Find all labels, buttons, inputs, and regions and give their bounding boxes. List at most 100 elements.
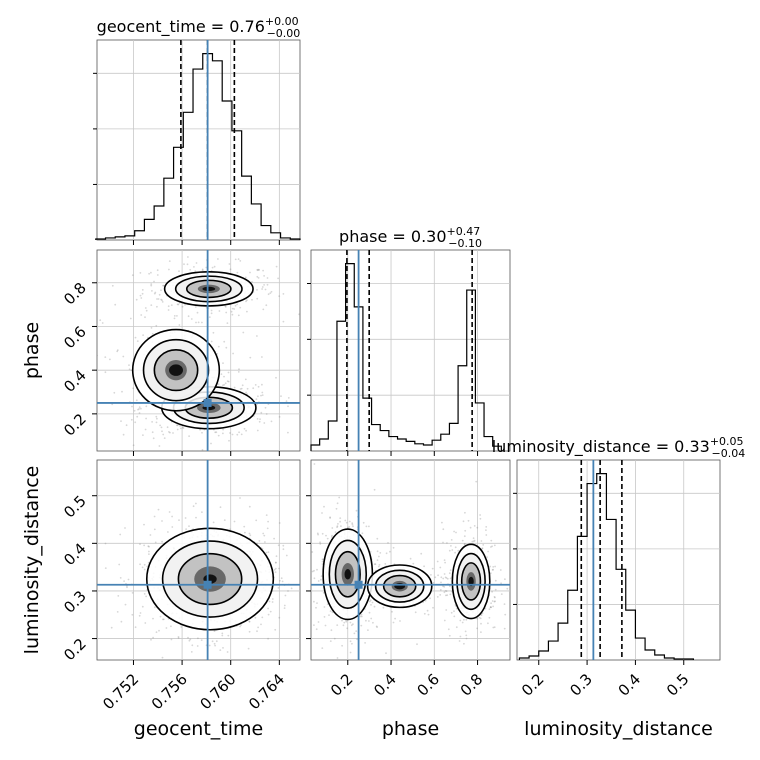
yaxis-label-phase: phase [21, 322, 43, 379]
sample-point [471, 540, 474, 543]
sample-point [321, 647, 324, 649]
sample-point [161, 430, 163, 433]
sample-point [134, 336, 137, 339]
sample-point [442, 577, 445, 580]
sample-point [494, 600, 496, 603]
sample-point [473, 525, 476, 527]
sample-point [488, 608, 491, 611]
sample-point [155, 631, 158, 634]
sample-point [493, 626, 496, 629]
sample-point [201, 268, 204, 271]
sample-point [445, 609, 448, 611]
sample-point [137, 408, 139, 411]
sample-point [500, 593, 503, 595]
sample-point [144, 307, 147, 309]
sample-point [201, 511, 203, 513]
sample-point [274, 628, 277, 631]
sample-point [463, 543, 466, 546]
sample-point [334, 531, 337, 533]
sample-point [439, 566, 442, 569]
sample-point [368, 620, 370, 622]
sample-point [194, 270, 197, 272]
sample-point [259, 418, 261, 421]
sample-point [491, 600, 494, 602]
xtick-label-luminosity_distance-0: 0.2 [518, 670, 548, 700]
sample-point [263, 284, 265, 286]
sample-point [285, 400, 288, 402]
sample-point [186, 263, 189, 266]
contour-peak-0 [202, 286, 216, 292]
sample-point [283, 607, 286, 609]
sample-point [426, 609, 429, 612]
sample-point [443, 591, 446, 594]
sample-point [392, 546, 395, 549]
sample-point [373, 605, 376, 608]
sample-point [315, 628, 318, 631]
sample-point [316, 602, 318, 604]
sample-point [153, 606, 156, 609]
sample-point [479, 517, 482, 520]
sample-point [275, 376, 277, 379]
sample-point [463, 535, 466, 538]
sample-point [239, 497, 241, 499]
sample-point [171, 515, 174, 518]
sample-point [139, 612, 142, 614]
sample-point [313, 463, 316, 465]
sample-point [196, 311, 199, 314]
sample-point [244, 531, 246, 534]
sample-point [265, 304, 268, 307]
sample-point [319, 541, 321, 544]
sample-point [188, 639, 191, 642]
sample-point [317, 580, 320, 582]
sample-point [161, 520, 163, 522]
title-minus-error: −0.10 [448, 237, 482, 250]
sample-point [227, 380, 230, 383]
sample-point [472, 540, 475, 543]
title-plus-error: +0.47 [447, 225, 481, 238]
sample-point [215, 431, 218, 434]
ytick-label-luminosity_distance-3: 0.5 [60, 492, 90, 522]
sample-point [351, 523, 354, 526]
sample-point [248, 620, 251, 623]
sample-point [141, 289, 144, 291]
sample-point [249, 534, 252, 537]
sample-point [494, 579, 497, 582]
sample-point [323, 505, 325, 508]
sample-point [347, 526, 349, 529]
sample-point [454, 546, 457, 549]
ytick-label-phase-3: 0.8 [60, 279, 90, 309]
contour-panel-geocent_time-luminosity_distance [96, 459, 307, 661]
sample-point [261, 616, 264, 619]
sample-point [261, 356, 263, 358]
sample-point [493, 544, 496, 547]
sample-point [305, 587, 307, 589]
sample-point [458, 640, 461, 642]
sample-point [152, 636, 155, 639]
sample-point [217, 258, 219, 260]
sample-point [168, 260, 171, 262]
sample-point [104, 542, 107, 545]
sample-point [131, 613, 134, 616]
sample-point [487, 550, 489, 553]
sample-point [234, 304, 237, 307]
sample-point [190, 318, 193, 320]
sample-point [129, 317, 132, 320]
sample-point [254, 384, 257, 386]
sample-point [489, 565, 492, 568]
sample-point [445, 577, 448, 579]
title-value: luminosity_distance = 0.33 [492, 437, 710, 457]
sample-point [248, 532, 251, 535]
sample-point [278, 567, 280, 570]
sample-point [378, 563, 381, 566]
sample-point [345, 620, 348, 623]
sample-point [116, 350, 119, 353]
sample-point [329, 610, 332, 612]
sample-point [278, 522, 281, 524]
sample-point [504, 613, 507, 616]
sample-point [256, 429, 259, 432]
hist-frame-phase [310, 249, 511, 452]
title-plus-error: +0.00 [265, 15, 299, 28]
ytick-label-phase-2: 0.6 [60, 323, 90, 353]
sample-point [231, 307, 234, 310]
sample-point [339, 520, 341, 523]
